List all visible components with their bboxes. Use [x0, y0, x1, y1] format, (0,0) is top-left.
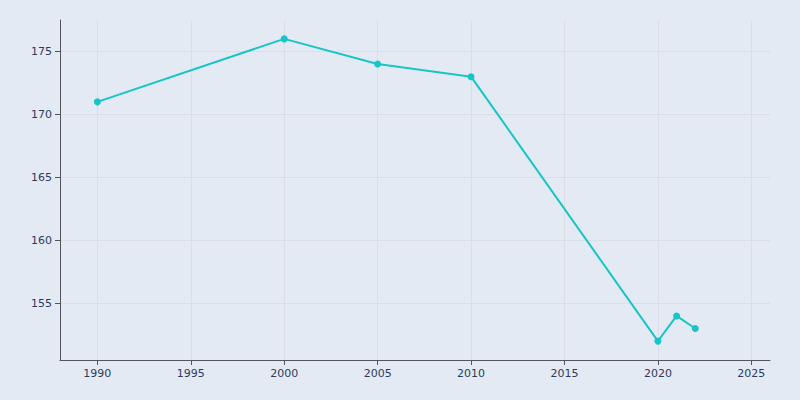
- svg-text:2020: 2020: [644, 367, 672, 380]
- svg-text:2015: 2015: [550, 367, 578, 380]
- svg-text:2010: 2010: [457, 367, 485, 380]
- svg-text:1995: 1995: [177, 367, 205, 380]
- svg-text:160: 160: [31, 234, 52, 247]
- svg-text:155: 155: [31, 297, 52, 310]
- svg-text:175: 175: [31, 45, 52, 58]
- svg-text:2005: 2005: [364, 367, 392, 380]
- svg-text:2000: 2000: [270, 367, 298, 380]
- svg-text:170: 170: [31, 108, 52, 121]
- svg-text:165: 165: [31, 171, 52, 184]
- svg-text:1990: 1990: [83, 367, 111, 380]
- svg-text:2025: 2025: [737, 367, 765, 380]
